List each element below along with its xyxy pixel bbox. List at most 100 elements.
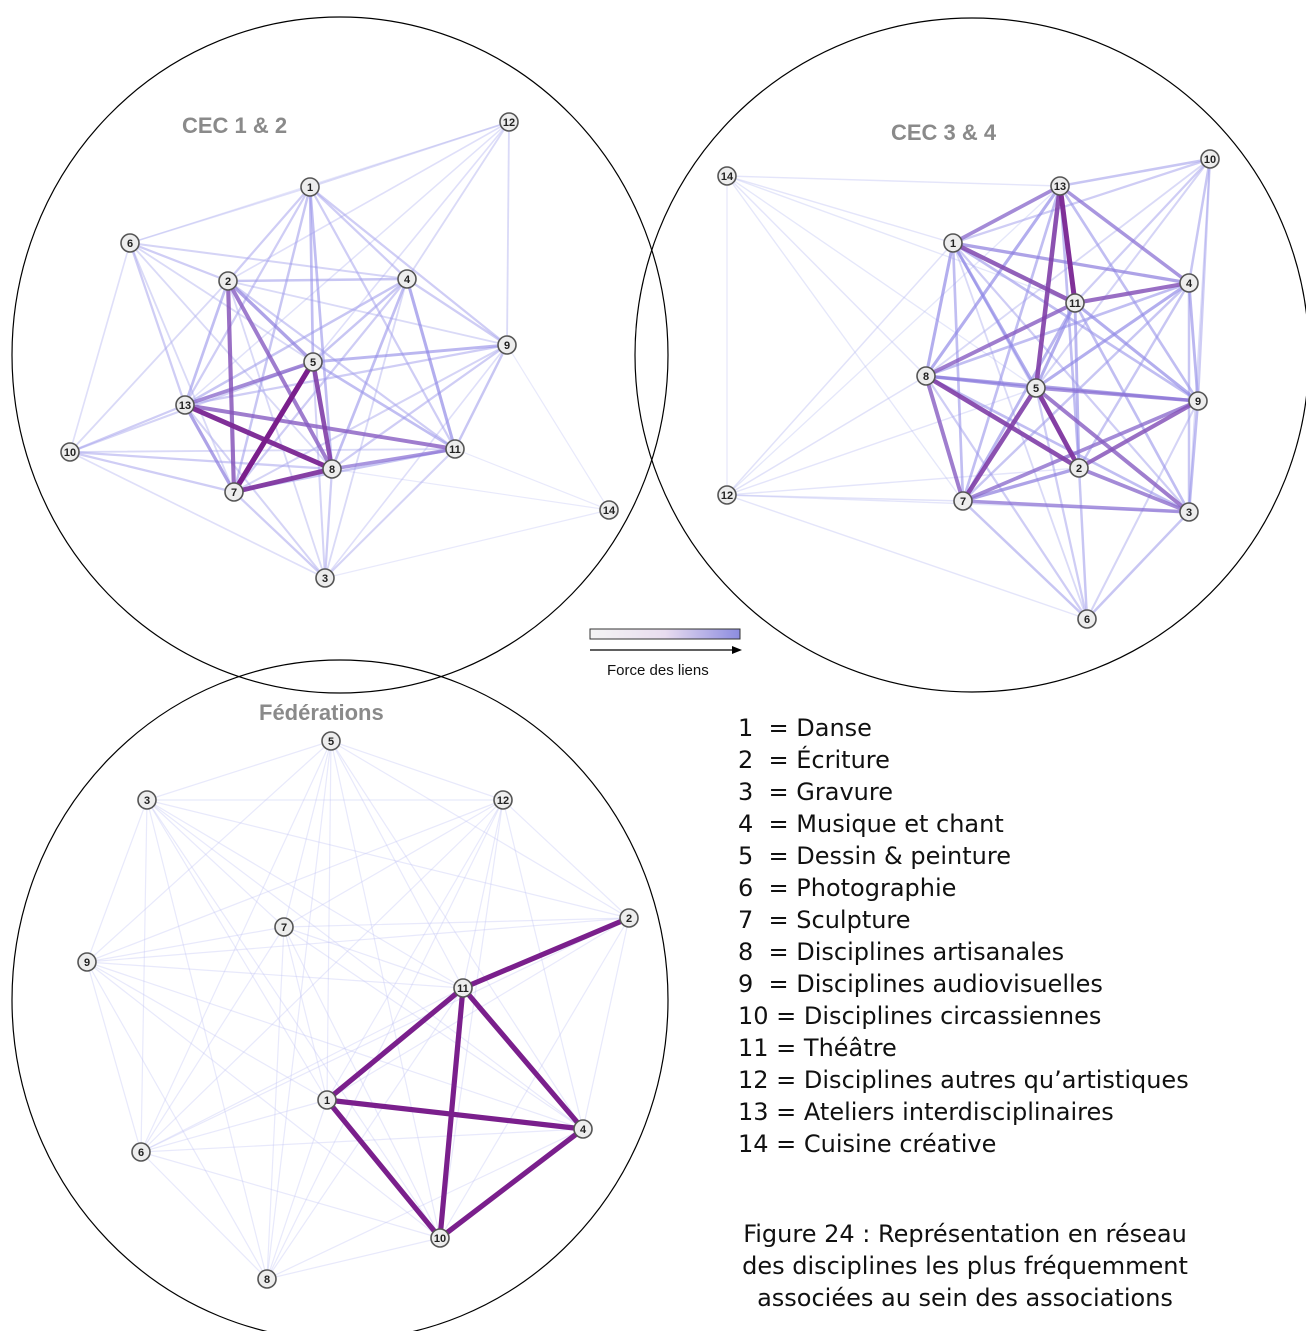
node-circle	[303, 352, 323, 372]
edge-12-1	[309, 121, 510, 188]
node-7: 7	[953, 491, 973, 511]
node-label: 11	[1069, 298, 1081, 310]
node-circle	[1026, 378, 1046, 398]
edge-1-5	[951, 241, 1038, 390]
edge-14-11	[454, 448, 610, 511]
node-13: 13	[175, 395, 195, 415]
edge-10-2	[69, 280, 229, 453]
node-circle	[315, 568, 335, 588]
edge-13-4	[183, 277, 409, 407]
legend-number: 11	[738, 1034, 777, 1062]
node-circle	[317, 1090, 337, 1110]
node-circle	[218, 271, 238, 291]
legend-label: = Disciplines circassiennes	[776, 1002, 1102, 1030]
edge-2-4	[582, 917, 630, 1130]
node-label: 7	[231, 487, 237, 499]
node-circle	[257, 1269, 277, 1289]
edge-4-9	[1187, 281, 1200, 403]
node-circle	[175, 395, 195, 415]
edge-9-11	[86, 961, 464, 989]
node-label: 3	[144, 795, 150, 807]
edge-5-11	[311, 360, 457, 451]
edges	[726, 157, 1212, 621]
edge-1-9	[308, 185, 509, 347]
node-label: 3	[322, 573, 328, 585]
legend-label: = Ateliers interdisciplinaires	[776, 1098, 1114, 1126]
edge-6-13	[128, 241, 187, 407]
colorbar-gradient	[589, 628, 741, 640]
legend-item-12: 12 = Disciplines autres qu’artistiques	[738, 1064, 1298, 1096]
node-12: 12	[499, 112, 519, 132]
legend-item-5: 5 = Dessin & peinture	[738, 840, 1298, 872]
edge-12-2	[502, 799, 630, 919]
edge-10-7	[68, 450, 236, 494]
node-4: 4	[1179, 273, 1199, 293]
edge-9-10	[86, 961, 441, 1239]
edge-9-8	[330, 343, 509, 471]
edge-8-2	[923, 373, 1082, 471]
edge-12-10	[439, 799, 504, 1239]
edge-2-7	[961, 466, 1081, 503]
caption-line: Figure 24 : Représentation en réseau	[743, 1220, 1187, 1248]
node-circle	[499, 112, 519, 132]
node-circle	[453, 978, 473, 998]
caption-line: associées au sein des associations	[757, 1284, 1173, 1312]
node-14: 14	[599, 500, 619, 520]
node-label: 4	[1186, 278, 1193, 290]
node-14: 14	[717, 166, 737, 186]
node-6: 6	[131, 1142, 151, 1162]
edge-8-5	[924, 374, 1038, 390]
legend-number: 9	[738, 970, 769, 998]
edge-10-5	[1034, 157, 1212, 390]
node-9: 9	[1188, 391, 1208, 411]
node-label: 9	[1195, 396, 1201, 408]
node-8: 8	[916, 366, 936, 386]
legend-item-3: 3 = Gravure	[738, 776, 1298, 808]
node-5: 5	[303, 352, 323, 372]
edge-2-10	[439, 917, 630, 1239]
edge-2-5	[226, 279, 315, 364]
edge-5-12	[330, 740, 504, 801]
node-1: 1	[943, 233, 963, 253]
edge-3-7	[232, 490, 327, 580]
node-4: 4	[573, 1119, 593, 1139]
edge-8-11	[924, 301, 1077, 378]
edges	[86, 740, 632, 1280]
edge-1-11	[308, 185, 457, 451]
edge-1-7	[951, 241, 965, 503]
node-label: 6	[127, 238, 133, 250]
edge-13-7	[183, 403, 236, 494]
edge-7-8	[266, 926, 285, 1280]
node-4: 4	[397, 269, 417, 289]
node-11: 11	[445, 439, 465, 459]
node-circle	[300, 177, 320, 197]
edge-3-9	[324, 344, 508, 579]
node-3: 3	[137, 790, 157, 810]
edge-5-9	[1034, 386, 1200, 403]
edge-12-11	[462, 799, 504, 989]
node-circle	[943, 233, 963, 253]
node-circle	[1200, 149, 1220, 169]
edge-3-4	[146, 799, 584, 1130]
edge-14-9	[506, 344, 610, 511]
node-circle	[717, 485, 737, 505]
legend-item-13: 13 = Ateliers interdisciplinaires	[738, 1096, 1298, 1128]
edge-12-4	[406, 121, 510, 280]
edge-1-8	[308, 185, 334, 471]
edge-13-4	[1058, 184, 1191, 285]
edge-6-2	[1077, 466, 1089, 621]
edge-9-11	[453, 343, 509, 451]
edge-5-11	[330, 740, 464, 989]
edge-3-13	[183, 403, 327, 580]
edge-5-2	[330, 740, 630, 919]
edge-7-8	[231, 466, 335, 495]
edge-11-5	[1034, 301, 1077, 390]
node-circle	[619, 908, 639, 928]
edge-6-3	[1085, 510, 1191, 621]
node-5: 5	[1026, 378, 1046, 398]
colorbar-arrow-head	[732, 646, 742, 654]
edge-3-9	[1187, 399, 1200, 514]
node-10: 10	[60, 442, 80, 462]
